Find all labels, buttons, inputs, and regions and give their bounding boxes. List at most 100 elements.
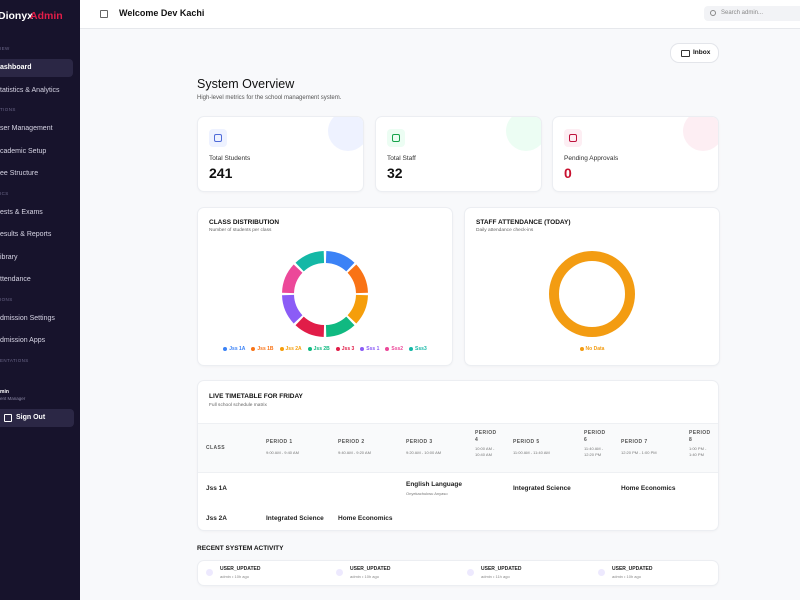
nav-label: esults & Reports — [0, 231, 52, 238]
activity-action: USER_UPDATED — [612, 566, 653, 572]
nav-label: cademic Setup — [0, 147, 47, 155]
stat-label: Total Students — [209, 155, 251, 162]
cell-subject: English Language — [406, 481, 462, 488]
legend-label: Sss3 — [415, 346, 427, 352]
menu-icon[interactable] — [100, 10, 108, 18]
donut-segment — [282, 264, 303, 294]
legend-label: Jss 1B — [257, 346, 274, 352]
legend-label: Jss 2A — [285, 346, 302, 352]
nav-label: ee Structure — [0, 170, 39, 177]
search-box[interactable]: Search admin... — [704, 6, 800, 21]
inbox-label: Inbox — [693, 49, 711, 56]
nav-label: tatistics & Analytics — [0, 86, 60, 94]
stat-value: 32 — [387, 165, 403, 181]
legend-label: Sss2 — [391, 346, 404, 352]
column-time: 9:40 AM - 9:20 AM — [338, 450, 371, 455]
legend-item: Sss 1 — [360, 345, 379, 353]
activity-icon — [598, 569, 605, 576]
column-time: 9:00 AM - 9:40 AM — [266, 450, 299, 455]
sidebar: Dionyx Admin IEW ashboard tatistics & Analyt… — [0, 0, 80, 600]
nav-label: dmission Settings — [0, 314, 55, 322]
nav-item[interactable]: ests & Exams — [0, 204, 73, 222]
column-time: 9:20 AM - 10:00 AM — [406, 450, 442, 455]
nav-item[interactable]: ibrary — [0, 249, 73, 267]
legend-item: Jss 3 — [335, 345, 354, 353]
legend-label: Jss 1A — [229, 346, 246, 352]
stat-icon — [209, 129, 227, 147]
cell-subject: Integrated Science — [513, 485, 571, 492]
donut-segment — [347, 294, 368, 324]
column-header: PERIOD 6 — [584, 430, 606, 443]
row-class: Jss 2A — [206, 515, 227, 522]
legend-swatch — [385, 347, 390, 351]
nav-item[interactable]: esults & Reports — [0, 226, 73, 244]
nav-item[interactable]: ser Management — [0, 120, 73, 138]
activity-meta: admin • 10h ago — [350, 574, 379, 579]
donut-chart — [282, 251, 368, 337]
activity-meta: admin • 10h ago — [220, 574, 249, 579]
section-label: IEW — [0, 46, 10, 51]
legend-swatch — [409, 347, 414, 351]
stat-decoration — [328, 117, 363, 151]
brand: Dionyx — [0, 10, 34, 22]
legend-label: Sss 1 — [366, 346, 380, 352]
nav-item[interactable]: tatistics & Analytics — [0, 82, 73, 100]
stat-value: 241 — [209, 165, 233, 181]
section-label: TIONS — [0, 107, 16, 112]
column-time: 11:00 AM - 11:40 AM — [513, 450, 550, 455]
stat-value: 0 — [564, 165, 572, 181]
legend-swatch — [579, 347, 584, 351]
donut-segment — [325, 251, 355, 272]
column-header: PERIOD 1 — [266, 439, 293, 445]
legend-label: No Data — [585, 346, 605, 352]
chart-card: CLASS DISTRIBUTION Number of students per… — [197, 207, 453, 366]
nav-item[interactable]: ashboard — [0, 59, 73, 77]
nav-item[interactable]: dmission Apps — [0, 332, 73, 350]
legend-swatch — [223, 347, 228, 351]
activity-action: USER_UPDATED — [481, 566, 522, 572]
stat-icon — [564, 129, 582, 147]
sign-out-label: Sign Out — [16, 414, 46, 421]
sign-out-icon — [4, 414, 12, 422]
nav-item[interactable]: ttendance — [0, 271, 73, 289]
legend-swatch — [360, 347, 365, 351]
column-time: 11:40 AM - 12:20 PM — [584, 446, 604, 457]
nav-item[interactable]: cademic Setup — [0, 143, 73, 161]
overview-title: System Overview — [197, 77, 295, 91]
column-header: PERIOD 3 — [406, 439, 433, 445]
chart-title: STAFF ATTENDANCE (TODAY) — [476, 219, 571, 226]
legend-item: Jss 1A — [223, 345, 245, 353]
column-header: CLASS — [206, 445, 225, 451]
stat-card: Total Students 241 — [197, 116, 364, 192]
column-header: PERIOD 2 — [338, 439, 365, 445]
stat-icon-glyph — [214, 134, 222, 142]
column-header: PERIOD 5 — [513, 439, 540, 445]
nav-item[interactable]: dmission Settings — [0, 310, 73, 328]
legend-swatch — [335, 347, 340, 351]
legend-item: Jss 1B — [251, 345, 274, 353]
activity-action: USER_UPDATED — [220, 566, 261, 572]
cell-teacher: Onyekachukwu Anyaso — [406, 491, 448, 496]
timetable-header: CLASS PERIOD 1 9:00 AM - 9:40 AM PERIOD 2 9:… — [198, 423, 718, 473]
sign-out-button[interactable]: Sign Out — [0, 409, 74, 427]
activity-icon — [467, 569, 474, 576]
stat-decoration — [506, 117, 541, 151]
row-class: Jss 1A — [206, 485, 227, 492]
stat-label: Pending Approvals — [564, 155, 619, 162]
inbox-button[interactable]: Inbox — [670, 43, 719, 63]
section-label: ICS — [0, 190, 9, 196]
timetable-subtitle: Full school schedule matrix — [209, 403, 267, 408]
nav-label: ashboard — [0, 64, 32, 71]
legend-label: Jss 2B — [313, 346, 330, 352]
donut-segment — [347, 264, 368, 294]
donut-segment — [295, 251, 325, 272]
activity-meta: admin • 11h ago — [481, 574, 510, 579]
nav-item[interactable]: ee Structure — [0, 165, 73, 183]
legend-item: Jss 2B — [307, 345, 330, 353]
legend: Jss 1A Jss 1B Jss 2A Jss 2B Jss 3 Sss 1 Sss2 Ss… — [198, 345, 452, 353]
cell-subject: Home Economics — [621, 485, 676, 492]
legend-item: No Data — [579, 345, 605, 353]
inbox-icon — [681, 50, 690, 57]
